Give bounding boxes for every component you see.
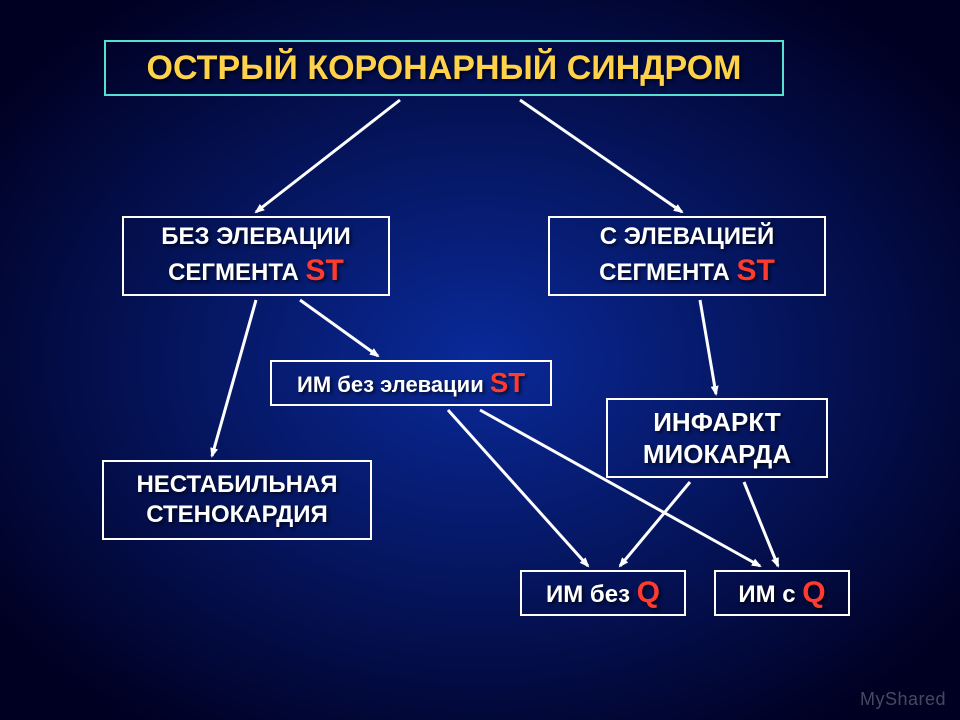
node-unstable-angina: НЕСТАБИЛЬНАЯСТЕНОКАРДИЯ bbox=[102, 460, 372, 540]
mi-with-q-text: ИМ с Q bbox=[738, 574, 825, 612]
no-st-text: БЕЗ ЭЛЕВАЦИИСЕГМЕНТА ST bbox=[161, 222, 350, 290]
node-mi-with-q: ИМ с Q bbox=[714, 570, 850, 616]
node-title: ОСТРЫЙ КОРОНАРНЫЙ СИНДРОМ bbox=[104, 40, 784, 96]
title-text: ОСТРЫЙ КОРОНАРНЫЙ СИНДРОМ bbox=[147, 47, 742, 90]
mi-no-st-text: ИМ без элевации ST bbox=[297, 366, 525, 400]
mi-text: ИНФАРКТМИОКАРДА bbox=[643, 406, 791, 471]
watermark: MyShared bbox=[860, 689, 946, 710]
unstable-text: НЕСТАБИЛЬНАЯСТЕНОКАРДИЯ bbox=[136, 470, 337, 530]
node-mi-no-q: ИМ без Q bbox=[520, 570, 686, 616]
with-st-text: С ЭЛЕВАЦИЕЙСЕГМЕНТА ST bbox=[599, 222, 775, 290]
node-mi-no-st: ИМ без элевации ST bbox=[270, 360, 552, 406]
node-no-st-elevation: БЕЗ ЭЛЕВАЦИИСЕГМЕНТА ST bbox=[122, 216, 390, 296]
node-myocardial-infarct: ИНФАРКТМИОКАРДА bbox=[606, 398, 828, 478]
mi-no-q-text: ИМ без Q bbox=[546, 574, 660, 612]
diagram-stage: ОСТРЫЙ КОРОНАРНЫЙ СИНДРОМ БЕЗ ЭЛЕВАЦИИСЕ… bbox=[0, 0, 960, 720]
node-with-st-elevation: С ЭЛЕВАЦИЕЙСЕГМЕНТА ST bbox=[548, 216, 826, 296]
